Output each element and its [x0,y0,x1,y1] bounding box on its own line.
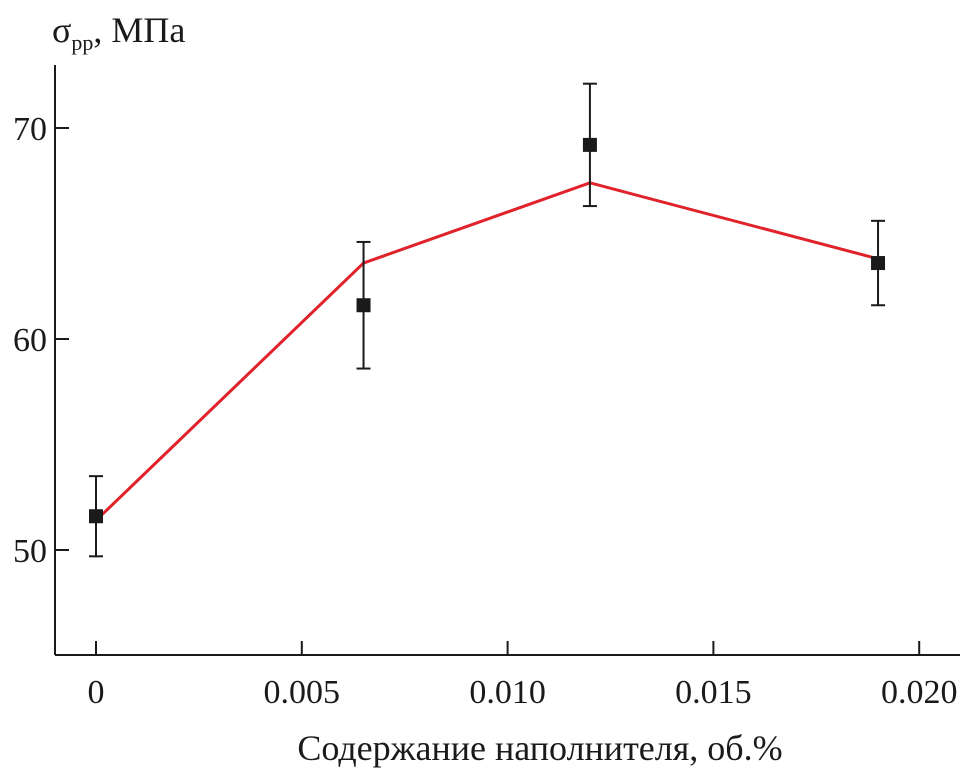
data-point [89,475,103,558]
y-axis-title-unit: , МПа [93,10,185,50]
y-axis-title-subscript: рр [71,30,93,55]
y-axis-title-symbol: σ [52,10,71,50]
square-marker [871,256,886,271]
y-tick-label: 70 [13,111,47,148]
square-marker [356,298,371,313]
data-point [582,82,597,208]
x-axis-title: Содержание наполнителя, об.% [297,728,782,768]
square-marker [89,509,103,524]
data-point [871,219,886,307]
y-tick-label: 50 [13,533,47,570]
data-point [356,240,371,370]
y-ticks: 50 60 70 [13,111,69,570]
y-tick-label: 60 [13,322,47,359]
trend-line [94,181,879,522]
x-tick-label: 0.005 [264,674,341,711]
axes [54,65,960,656]
square-marker [582,137,597,152]
x-tick-label: 0.020 [881,674,958,711]
y-axis-title: σрр, МПа [52,10,185,55]
x-tick-label: 0 [88,674,105,711]
x-tick-label: 0.010 [469,674,546,711]
x-ticks: 0 0.005 0.010 0.015 0.020 [88,641,958,711]
series [89,82,886,558]
x-tick-label: 0.015 [675,674,752,711]
